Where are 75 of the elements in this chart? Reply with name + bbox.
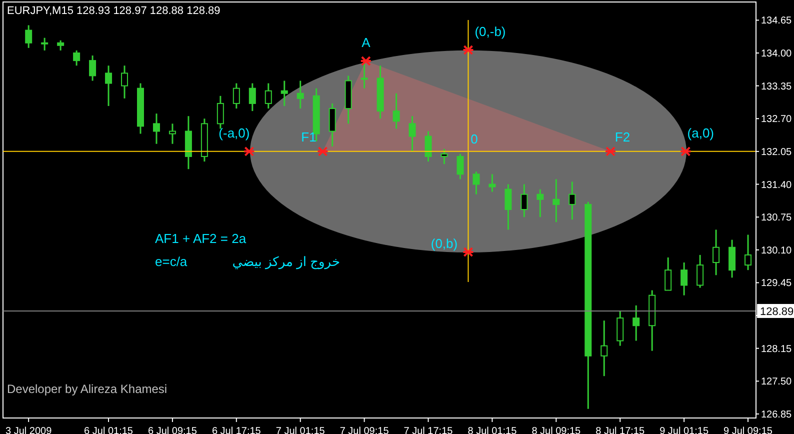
candlestick [41,37,48,52]
candlestick [632,304,640,342]
ref-line-label: 128.89 [760,306,794,318]
candlestick [504,184,512,230]
annotation: (a,0) [687,125,714,140]
y-tick-label: 134.00 [761,48,792,60]
x-tick-label: 6 Jul 01:15 [84,426,134,434]
x-tick-label: 9 Jul 09:15 [724,426,773,434]
y-tick-label: 126.85 [761,410,792,421]
annotation: A [362,35,371,50]
candlestick [680,262,688,296]
y-tick-label: 130.75 [761,212,792,224]
y-tick-label: 129.45 [761,278,792,290]
x-tick-label: 8 Jul 17:15 [596,426,646,434]
candlestick [105,64,112,107]
y-tick-label: 131.40 [761,180,792,191]
candlestick [25,24,32,49]
candlestick [264,82,272,110]
x-tick-label: 3 Jul 2009 [6,426,52,434]
candlestick [73,50,80,66]
x-tick-label: 6 Jul 09:15 [148,426,198,434]
annotation: AF1 + AF2 = 2a [155,231,247,246]
candlestick [568,180,576,220]
candlestick [488,173,496,193]
x-tick-label: 7 Jul 01:15 [276,426,326,434]
y-tick-label: 134.65 [761,16,792,27]
candlestick [472,170,480,196]
y-tick-label: 128.15 [761,344,792,355]
candlestick [232,82,240,110]
candlestick [296,80,304,110]
annotation: e=c/a [155,254,188,269]
candlestick [89,54,96,82]
candlestick [520,184,528,218]
y-tick-label: 132.05 [761,146,792,158]
candlestick [168,122,176,145]
candlestick [57,40,64,52]
candlestick [216,95,224,130]
x-tick-label: 7 Jul 09:15 [340,426,390,434]
annotation: Developer by Alireza Khamesi [7,382,168,396]
annotation: 0 [470,131,478,146]
candlestick [424,130,432,162]
candlestick [152,112,160,145]
candlestick [744,234,752,271]
candlestick [280,80,288,107]
candlestick [552,178,560,223]
candlestick [456,153,464,180]
y-tick-label: 133.35 [761,81,792,92]
candlestick [664,256,672,292]
candlestick [121,64,128,100]
candlestick [728,239,736,278]
candlestick [616,310,624,347]
candlestick [712,228,720,276]
annotation: F2 [614,129,630,144]
x-tick-label: 9 Jul 01:15 [660,426,709,434]
annotation: (-a,0) [218,125,250,140]
y-tick-label: 132.70 [761,114,792,126]
annotation: (0,-b) [474,24,506,39]
x-tick-label: 7 Jul 17:15 [404,426,454,434]
x-tick-label: 8 Jul 01:15 [468,426,518,434]
annotation: خروج از مرکز بیضي [232,254,340,270]
candlestick [600,320,608,377]
candlestick [536,188,544,218]
candlestick [408,115,416,152]
y-tick-label: 130.10 [761,245,792,256]
candlestick [392,92,400,130]
y-tick-label: 127.50 [761,376,792,388]
chart-title: EURJPY,M15 128.93 128.97 128.88 128.89 [7,5,220,17]
candlestick [440,148,448,165]
candlestick [248,82,256,112]
candlestick [696,254,704,288]
annotation: (0,b) [430,236,458,251]
x-tick-label: 6 Jul 17:15 [212,426,262,434]
candlestick [328,102,336,148]
x-tick-label: 8 Jul 09:15 [532,426,582,434]
annotation: F1 [301,129,316,144]
